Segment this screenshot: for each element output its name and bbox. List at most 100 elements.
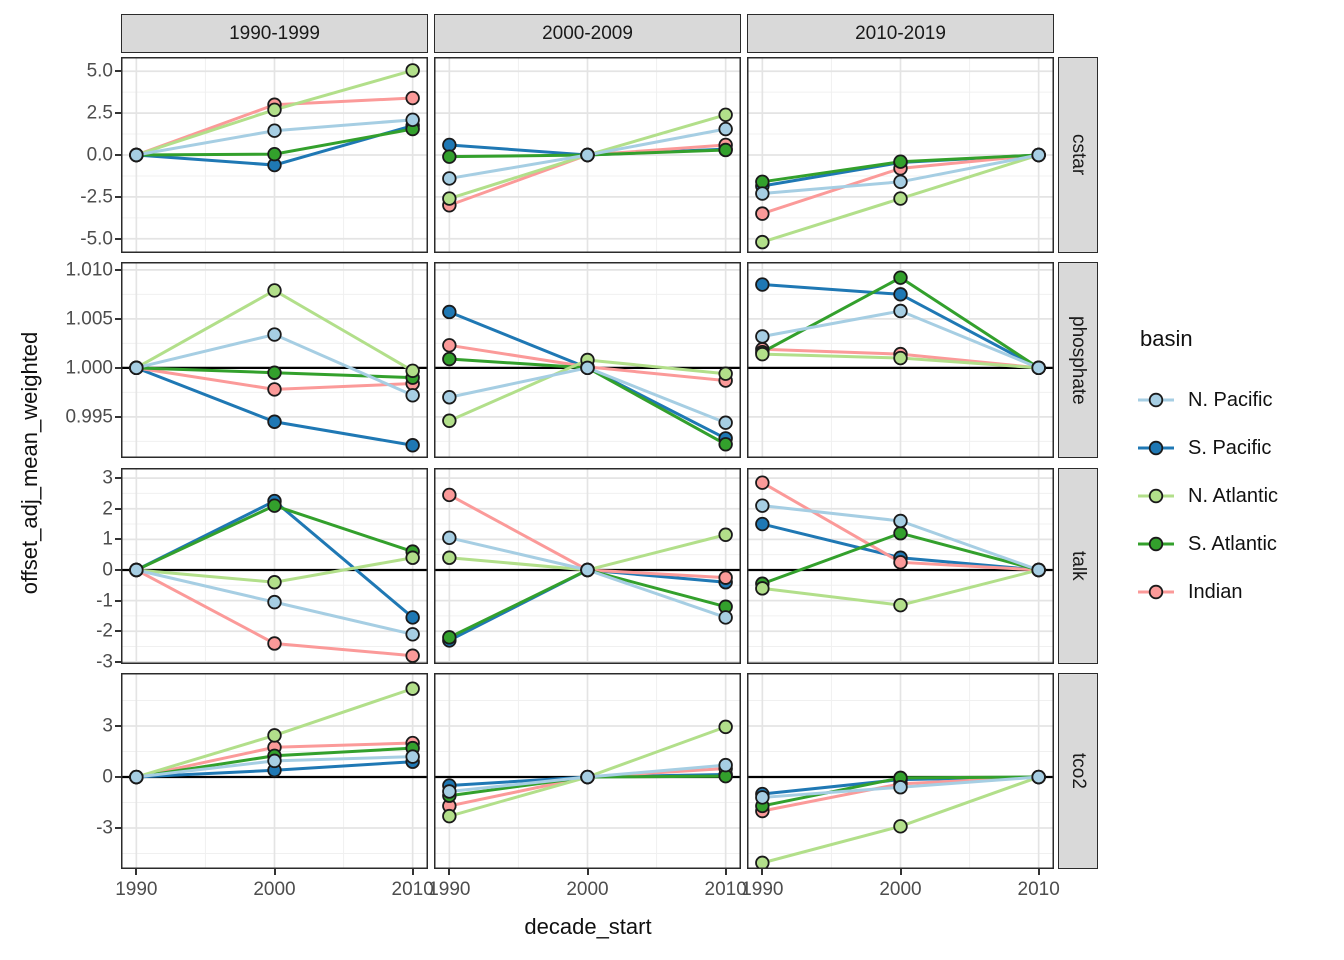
point-n-pacific [893, 513, 908, 529]
panel-svg-talk-2010-2019 [747, 468, 1054, 664]
panel-svg-phosphate-2000-2009 [434, 262, 741, 458]
panel-border [121, 673, 428, 869]
point-indian [442, 338, 457, 353]
x-tick-mark [273, 869, 276, 875]
point-s-pacific [442, 304, 457, 320]
x-tick-mark [899, 869, 902, 875]
point-s-pacific [405, 610, 420, 625]
legend-items: N. Pacific S. Pacific N. Atlantic S. Atlant… [1136, 376, 1278, 616]
y-tick-label: 0.995 [65, 406, 113, 428]
point-n-pacific [442, 171, 457, 186]
point-s-atlantic [718, 142, 733, 158]
x-tick-label: 2000 [879, 879, 922, 900]
y-tick-label: 2 [102, 498, 113, 520]
x-tick-label: 1990 [741, 879, 784, 900]
y-tick-mark [115, 154, 121, 156]
x-tick-mark [724, 869, 727, 875]
point-n-atlantic [405, 363, 420, 378]
x-tick-label: 2010 [391, 879, 434, 900]
point-n-atlantic [267, 283, 282, 298]
point-indian [893, 555, 908, 570]
point-n-pacific [267, 753, 282, 769]
legend-title: basin [1140, 326, 1193, 351]
panel-border [747, 262, 1054, 458]
y-tick-label: 3 [102, 715, 113, 737]
y-tick-label: -5.0 [80, 228, 113, 250]
point-n-pacific [718, 121, 733, 137]
point-n-pacific [1031, 360, 1046, 376]
panel-border [434, 673, 741, 869]
facet-row-strip: phosphate [1058, 262, 1098, 458]
legend-item-label: S. Atlantic [1188, 532, 1277, 555]
point-n-pacific [129, 360, 144, 376]
x-tick-label: 1990 [428, 879, 471, 900]
point-n-pacific [1031, 769, 1046, 785]
panel-cstar-1990-1999 [121, 57, 428, 253]
facet-row-strip: cstar [1058, 57, 1098, 253]
point-n-pacific [267, 594, 282, 610]
point-n-pacific [442, 390, 457, 405]
y-tick-mark [115, 112, 121, 115]
panel-border [121, 262, 428, 458]
point-n-atlantic [442, 550, 457, 565]
y-tick-mark [115, 477, 121, 480]
panel-talk-2010-2019 [747, 468, 1054, 664]
y-tick-label: 1.005 [65, 308, 113, 330]
point-indian [755, 206, 770, 221]
point-s-atlantic [442, 149, 457, 164]
x-tick-label: 2010 [704, 879, 747, 900]
panel-svg-cstar-2010-2019 [747, 57, 1054, 253]
legend-item-label: N. Pacific [1188, 388, 1273, 411]
facet-row-strip: talk [1058, 468, 1098, 664]
point-n-atlantic [405, 63, 420, 78]
point-n-atlantic [755, 234, 770, 250]
point-n-pacific [442, 784, 457, 799]
point-s-pacific [442, 137, 457, 153]
point-n-pacific [718, 757, 733, 773]
y-tick-label: 3 [102, 467, 113, 489]
y-tick-label: -1 [96, 590, 113, 612]
point-n-pacific [129, 562, 144, 578]
series-points [129, 283, 420, 453]
point-n-pacific [405, 627, 420, 642]
panel-svg-talk-1990-1999 [121, 468, 428, 664]
panel-border [747, 468, 1054, 664]
legend-key-icon [1138, 440, 1174, 456]
panel-cstar-2010-2019 [747, 57, 1054, 253]
point-n-pacific [755, 790, 770, 805]
point-n-atlantic [405, 681, 420, 696]
legend-item-label: Indian [1188, 580, 1243, 603]
y-tick-label: -2 [96, 620, 113, 642]
y-tick-mark [115, 237, 121, 240]
y-tick-mark [115, 268, 121, 271]
point-n-atlantic [442, 191, 457, 206]
x-tick-label: 2000 [253, 879, 296, 900]
series-points [442, 107, 733, 213]
point-s-pacific [267, 414, 282, 429]
panel-talk-1990-1999 [121, 468, 428, 664]
series-points [442, 487, 733, 648]
series-points [755, 147, 1046, 250]
legend-item-label: S. Pacific [1188, 436, 1272, 459]
facet-column-strip: 1990-1999 [121, 14, 428, 53]
panel-border [434, 468, 741, 664]
point-n-atlantic [405, 550, 420, 565]
y-tick-mark [115, 776, 121, 779]
panel-svg-phosphate-2010-2019 [747, 262, 1054, 458]
y-tick-mark [115, 415, 121, 418]
panel-phosphate-1990-1999 [121, 262, 428, 458]
y-tick-label: -3 [96, 651, 113, 673]
point-s-atlantic [755, 174, 770, 190]
y-tick-mark [115, 568, 121, 571]
y-tick-mark [115, 599, 121, 602]
point-indian [718, 570, 733, 585]
point-s-pacific [893, 287, 908, 302]
panel-border [121, 57, 428, 253]
legend-key-icon [1138, 488, 1174, 504]
y-tick-mark [115, 827, 121, 830]
panel-border [434, 262, 741, 458]
point-n-atlantic [267, 102, 282, 117]
x-tick-mark [448, 869, 451, 875]
point-n-pacific [580, 562, 595, 578]
